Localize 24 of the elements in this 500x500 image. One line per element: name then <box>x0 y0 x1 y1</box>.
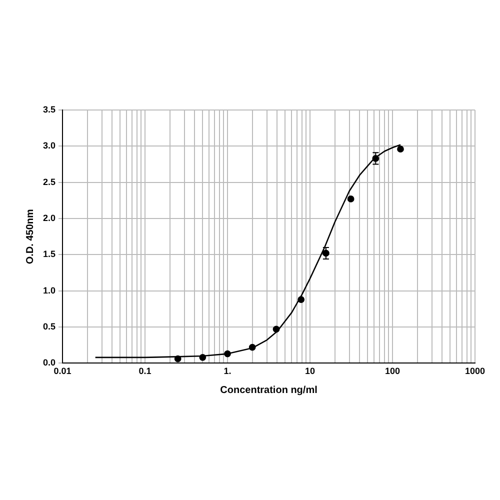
x-tick-label: 1000 <box>464 366 486 376</box>
point <box>248 344 256 351</box>
point <box>272 326 280 333</box>
x-tick-label: 1. <box>224 366 232 376</box>
y-tick-label: 3.5 <box>42 104 56 114</box>
y-tick-label: 0.5 <box>42 322 56 332</box>
point <box>298 296 305 303</box>
y-tick-label: 1.0 <box>42 285 56 296</box>
x-tick-label: 0.1 <box>138 366 152 376</box>
y-tick-label: 2.0 <box>42 213 56 223</box>
x-tick-label: 100 <box>384 366 400 376</box>
y-tick-label: 0.0 <box>42 358 56 368</box>
x-tick-label: 10 <box>304 366 316 376</box>
point <box>174 355 182 362</box>
y-axis-title: O.D. 450nm <box>24 208 36 264</box>
point <box>224 350 231 358</box>
y-tick-label: 2.5 <box>42 176 56 187</box>
point <box>397 146 404 153</box>
y-tick-label: 3.0 <box>42 140 56 151</box>
y-tick-label: 1.5 <box>42 249 56 260</box>
point <box>199 354 206 361</box>
x-tick-label: 0.01 <box>54 366 72 376</box>
point <box>347 196 354 202</box>
x-axis-title: Concentration ng/ml <box>220 384 318 396</box>
